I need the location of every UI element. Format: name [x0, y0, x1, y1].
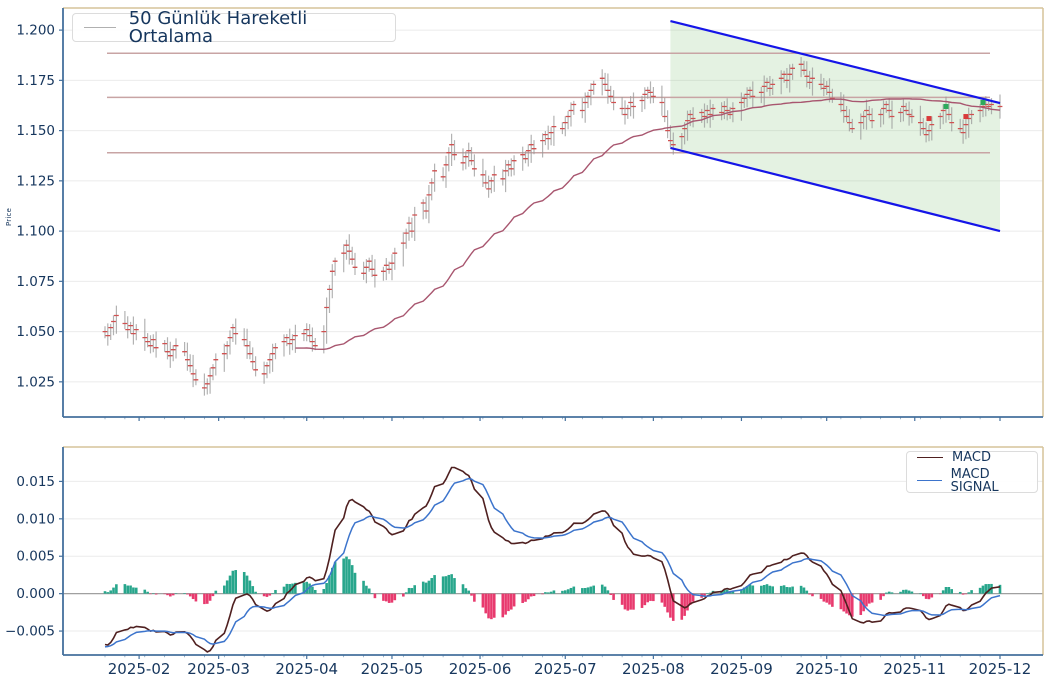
svg-text:2025-08: 2025-08	[622, 660, 685, 678]
price-gridlines	[63, 29, 1043, 383]
legend-macd-signal-row: MACD SIGNAL	[917, 468, 1037, 494]
ma-legend-label: 50 Günlük Hareketli Ortalama	[128, 7, 308, 47]
trend-channel	[670, 21, 1000, 232]
svg-text:1.150: 1.150	[16, 123, 55, 139]
macd-line	[104, 466, 1001, 653]
sell-marker	[926, 116, 932, 122]
svg-text:2025-10: 2025-10	[795, 660, 858, 678]
buy-marker	[980, 99, 986, 105]
macd-gridlines	[63, 480, 1043, 632]
svg-text:−0.005: −0.005	[5, 624, 55, 640]
svg-text:1.050: 1.050	[16, 324, 55, 340]
svg-text:0.015: 0.015	[16, 474, 55, 490]
svg-text:2025-11: 2025-11	[883, 660, 946, 678]
svg-text:2025-07: 2025-07	[534, 660, 597, 678]
ma-legend-line-sample	[84, 27, 116, 28]
macd-signal-legend-line-sample	[917, 480, 942, 481]
svg-text:1.125: 1.125	[16, 173, 55, 189]
legend-moving-average: 50 Günlük Hareketli Ortalama	[72, 9, 396, 45]
svg-text:0.010: 0.010	[16, 511, 55, 527]
macd-histogram	[103, 556, 1002, 621]
svg-text:2025-12: 2025-12	[969, 660, 1032, 678]
svg-text:2025-03: 2025-03	[187, 660, 250, 678]
svg-text:1.175: 1.175	[16, 73, 55, 89]
macd-signal-line	[104, 477, 1001, 648]
ma50-line	[295, 98, 1001, 351]
svg-text:1.100: 1.100	[16, 224, 55, 240]
svg-text:2025-05: 2025-05	[361, 660, 424, 678]
buy-marker	[943, 103, 949, 109]
sell-marker	[963, 114, 969, 120]
svg-text:0.000: 0.000	[16, 586, 55, 602]
price-axes: 1.025 1.050 1.075 1.100 1.125 1.150 1.175 1.200	[16, 7, 1044, 418]
svg-text:1.075: 1.075	[16, 274, 55, 290]
svg-text:2025-04: 2025-04	[275, 660, 338, 678]
svg-text:0.005: 0.005	[16, 549, 55, 565]
legend-macd: MACD MACD SIGNAL	[906, 451, 1038, 494]
svg-text:1.200: 1.200	[16, 23, 55, 39]
y-axis-label-price: Price	[5, 207, 13, 226]
svg-text:1.025: 1.025	[16, 374, 55, 390]
legend-macd-row: MACD	[917, 451, 1037, 464]
support-resistance-lines	[107, 52, 990, 154]
macd-signal-legend-label: MACD SIGNAL	[950, 466, 999, 495]
svg-text:2025-06: 2025-06	[449, 660, 512, 678]
macd-legend-line-sample	[917, 456, 943, 458]
macd-legend-label: MACD	[952, 449, 991, 465]
x-axis: 2025-02 2025-03 2025-04 2025-05 2025-06 2025-…	[104, 417, 1032, 678]
trend-channel-lines	[670, 19, 1001, 233]
signal-markers	[926, 99, 986, 122]
price-bars	[102, 57, 1003, 396]
svg-text:2025-09: 2025-09	[710, 660, 773, 678]
macd-axes: −0.005 0.000 0.005 0.010 0.015	[5, 446, 1044, 656]
svg-text:2025-02: 2025-02	[108, 660, 171, 678]
